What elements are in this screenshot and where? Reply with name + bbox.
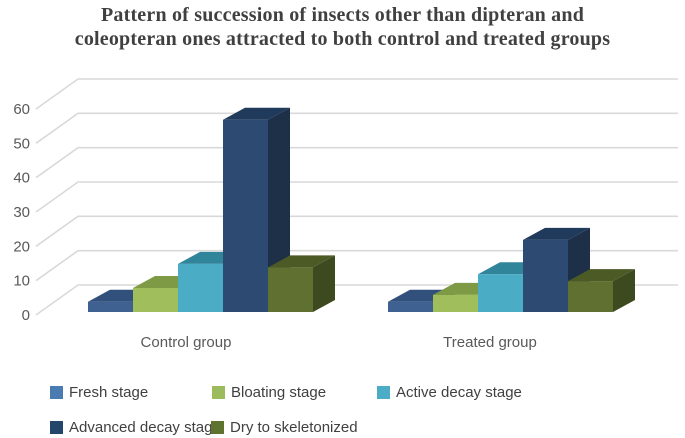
legend-item-dry-to-skeletonized: Dry to skeletonized — [211, 419, 358, 436]
legend-label: Advanced decay stage — [69, 419, 221, 436]
bar-dry-to-skeletonized-control-group-top-face — [268, 255, 335, 268]
legend-label: Active decay stage — [396, 384, 522, 401]
legend-swatch-icon — [50, 421, 63, 434]
bar-bloating-stage-control-group — [133, 287, 178, 312]
bar-advanced-decay-stage-treated-group-top-face — [523, 227, 590, 240]
bar-advanced-decay-stage-control-group-top-face — [223, 107, 290, 120]
bar-dry-to-skeletonized-treated-group-top-face — [568, 269, 635, 282]
legend-item-fresh-stage: Fresh stage — [50, 384, 148, 401]
gridline — [35, 249, 678, 282]
bar-advanced-decay-stage-treated-group — [523, 239, 568, 312]
bar-dry-to-skeletonized-treated-group-side-face — [613, 269, 635, 312]
gridline — [35, 112, 678, 144]
legend-label: Bloating stage — [231, 384, 327, 401]
legend-item-advanced-decay-stage: Advanced decay stage — [50, 419, 221, 436]
y-axis-tick-label: 40 — [13, 170, 30, 187]
bar-dry-to-skeletonized-control-group — [268, 267, 313, 312]
legend-item-active-decay-stage: Active decay stage — [377, 384, 522, 401]
bar-bloating-stage-treated-group — [433, 294, 478, 312]
bar-dry-to-skeletonized-control-group-side-face — [313, 255, 335, 312]
y-axis-tick-label: 0 — [22, 307, 30, 324]
legend-swatch-icon — [211, 421, 224, 434]
bar-active-decay-stage-treated-group — [478, 274, 523, 312]
y-axis-tick-label: 10 — [13, 273, 30, 290]
bar-fresh-stage-control-group — [88, 301, 133, 312]
legend-label: Dry to skeletonized — [230, 419, 358, 436]
gridline — [35, 146, 678, 179]
gridline — [35, 78, 678, 110]
bar-fresh-stage-treated-group — [388, 301, 433, 312]
legend-swatch-icon — [212, 386, 225, 399]
chart-title-line-2: coleopteran ones attracted to both contr… — [74, 28, 611, 50]
y-axis-tick-label: 50 — [13, 135, 30, 152]
chart-title: Pattern of succession of insects other t… — [0, 3, 685, 51]
y-axis-tick-label: 30 — [13, 204, 30, 221]
chart-title-line-1: Pattern of succession of insects other t… — [100, 4, 585, 26]
y-axis-tick-label: 60 — [13, 101, 30, 118]
bar-advanced-decay-stage-control-group — [223, 119, 268, 312]
legend-item-bloating-stage: Bloating stage — [212, 384, 326, 401]
gridline — [35, 181, 678, 213]
legend-swatch-icon — [50, 386, 63, 399]
legend-swatch-icon — [377, 386, 390, 399]
gridline — [35, 215, 678, 247]
legend-label: Fresh stage — [69, 384, 149, 401]
y-axis-tick-label: 20 — [13, 238, 30, 255]
bar-dry-to-skeletonized-treated-group — [568, 281, 613, 312]
bar-active-decay-stage-control-group — [178, 263, 223, 312]
x-axis-label-treated-group: Treated group — [443, 334, 537, 351]
x-axis-label-control-group: Control group — [141, 334, 232, 351]
